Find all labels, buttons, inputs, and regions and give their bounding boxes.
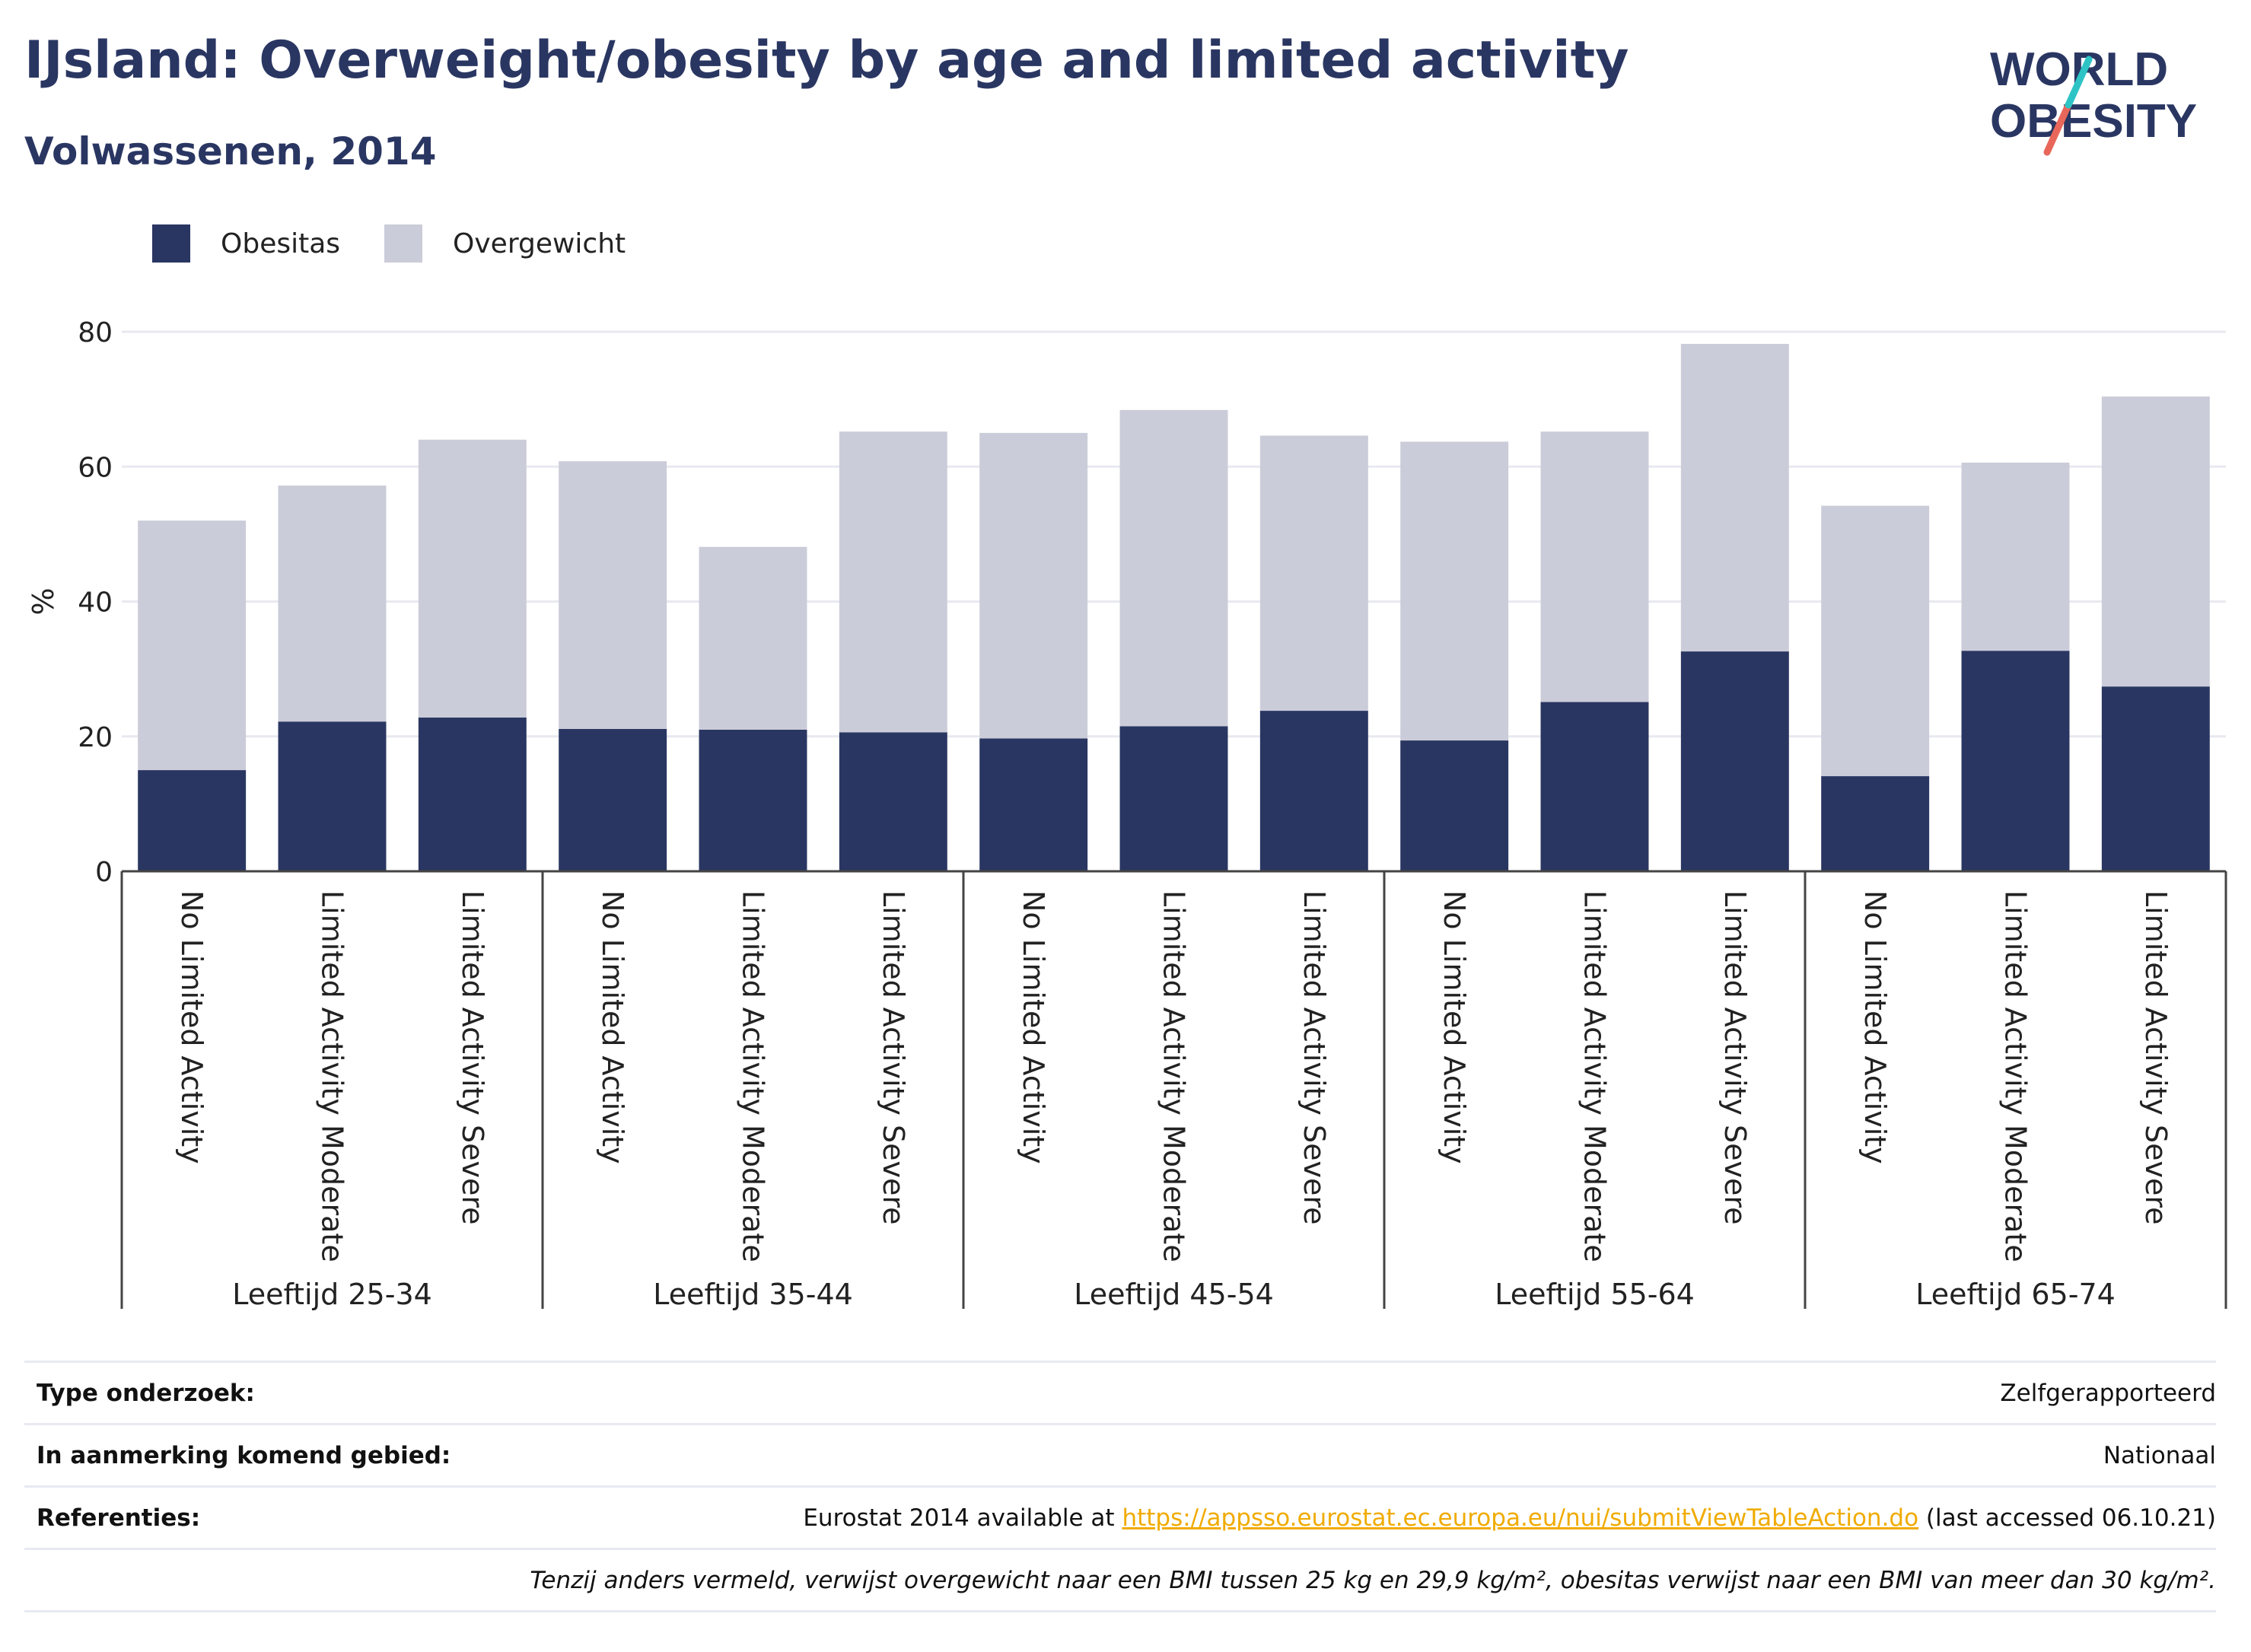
bar-obesitas xyxy=(1961,651,2070,871)
bar-obesitas xyxy=(699,729,807,871)
bar-obesitas xyxy=(418,717,527,871)
bar-overgewicht xyxy=(1259,435,1368,711)
x-tick-label: Limited Activity Severe xyxy=(2139,890,2173,1225)
info-label-type: Type onderzoek: xyxy=(37,1380,255,1407)
x-tick-label: Limited Activity Severe xyxy=(877,890,910,1225)
bar-obesitas xyxy=(839,732,947,871)
x-axis: No Limited Activity Limited Activity Mode… xyxy=(120,870,2227,1311)
y-tick-label: 40 xyxy=(78,587,113,619)
x-tick-label: No Limited Activity xyxy=(1017,890,1050,1164)
info-row-area: In aanmerking komend gebied: Nationaal xyxy=(24,1423,2216,1488)
bar-obesitas xyxy=(559,729,667,871)
info-label-references: Referenties: xyxy=(37,1504,201,1532)
info-value-area: Nationaal xyxy=(2103,1442,2216,1469)
group-label: Leeftijd 35-44 xyxy=(653,1278,853,1311)
info-row-note: Tenzij anders vermeld, verwijst overgewi… xyxy=(24,1548,2216,1612)
legend: Obesitas Overgewicht xyxy=(152,224,670,263)
bar-overgewicht xyxy=(418,439,527,718)
bmi-definition-note: Tenzij anders vermeld, verwijst overgewi… xyxy=(530,1567,2216,1594)
bar-obesitas xyxy=(1119,726,1228,871)
bar-overgewicht xyxy=(1400,441,1509,741)
x-tick-label: No Limited Activity xyxy=(1858,890,1892,1164)
bar-overgewicht xyxy=(1961,462,2070,651)
x-tick-label: Limited Activity Moderate xyxy=(316,890,349,1262)
x-tick-label: Limited Activity Moderate xyxy=(1157,890,1191,1262)
chart-subtitle: Volwassenen, 2014 xyxy=(24,129,437,173)
bar-obesitas xyxy=(979,738,1088,871)
x-tick-label: Limited Activity Severe xyxy=(1297,890,1331,1225)
bar-obesitas xyxy=(1821,776,1930,871)
group-label: Leeftijd 45-54 xyxy=(1074,1278,1274,1311)
x-tick-label: Limited Activity Severe xyxy=(1718,890,1752,1225)
bar-overgewicht xyxy=(1540,431,1649,702)
y-axis: 0 20 40 60 80% xyxy=(27,317,113,888)
info-label-area: In aanmerking komend gebied: xyxy=(37,1442,451,1469)
bar-overgewicht xyxy=(1680,343,1789,652)
bar-obesitas xyxy=(1400,740,1509,871)
info-value-type: Zelfgerapporteerd xyxy=(2000,1380,2216,1407)
x-tick-label: Limited Activity Moderate xyxy=(1578,890,1612,1262)
group-label: Leeftijd 55-64 xyxy=(1495,1278,1695,1311)
reference-suffix: (last accessed 06.10.21) xyxy=(1918,1504,2216,1532)
x-tick-label: Limited Activity Severe xyxy=(456,890,489,1225)
bar-obesitas xyxy=(1540,702,1649,871)
info-bottom-rule xyxy=(24,1610,2216,1612)
stacked-bar-chart: 0 20 40 60 80% No Limited Activity Limited Ac… xyxy=(27,317,2227,1311)
x-tick-label: No Limited Activity xyxy=(1438,890,1471,1164)
y-tick-label: 80 xyxy=(78,317,113,349)
logo-slash-bottom xyxy=(2043,101,2072,156)
bar-overgewicht xyxy=(1821,505,1930,777)
x-tick-label: Limited Activity Moderate xyxy=(737,890,770,1262)
group-label: Leeftijd 25-34 xyxy=(232,1278,432,1311)
logo-line2: OBESITY xyxy=(1990,95,2197,148)
x-tick-label: No Limited Activity xyxy=(175,890,209,1164)
reference-link[interactable]: https://appsso.eurostat.ec.europa.eu/nui… xyxy=(1122,1504,1919,1532)
world-obesity-logo: WORLD OBESITY xyxy=(1990,43,2197,156)
info-value-references: Eurostat 2014 available at https://appss… xyxy=(803,1504,2216,1532)
bars xyxy=(138,343,2210,871)
legend-item-overgewicht[interactable]: Overgewicht xyxy=(384,224,626,263)
bar-obesitas xyxy=(1680,651,1789,871)
bar-obesitas xyxy=(278,721,387,871)
legend-swatch-obesitas xyxy=(152,224,190,263)
bar-obesitas xyxy=(2101,686,2210,871)
chart-title: IJsland: Overweight/obesity by age and l… xyxy=(24,30,1629,91)
x-tick-label: No Limited Activity xyxy=(596,890,629,1164)
bar-overgewicht xyxy=(138,520,247,771)
bar-overgewicht xyxy=(979,432,1088,739)
y-tick-label: 60 xyxy=(78,452,113,483)
x-tick-label: Limited Activity Moderate xyxy=(1999,890,2033,1262)
reference-prefix: Eurostat 2014 available at xyxy=(803,1504,1122,1532)
bar-obesitas xyxy=(1259,711,1368,871)
y-axis-label: % xyxy=(27,587,60,615)
legend-label-obesitas: Obesitas xyxy=(221,228,341,259)
legend-label-overgewicht: Overgewicht xyxy=(453,228,626,259)
group-label: Leeftijd 65-74 xyxy=(1915,1278,2116,1311)
bar-overgewicht xyxy=(839,431,947,733)
bar-overgewicht xyxy=(278,485,387,722)
bar-overgewicht xyxy=(1119,409,1228,727)
legend-item-obesitas[interactable]: Obesitas xyxy=(152,224,340,263)
bar-overgewicht xyxy=(699,546,807,730)
bar-overgewicht xyxy=(559,461,667,730)
bar-obesitas xyxy=(138,770,247,871)
y-tick-label: 20 xyxy=(78,722,113,753)
info-row-references: Referenties: Eurostat 2014 available at … xyxy=(24,1485,2216,1550)
bar-overgewicht xyxy=(2101,396,2210,687)
info-row-type: Type onderzoek: Zelfgerapporteerd xyxy=(24,1361,2216,1425)
y-tick-label: 0 xyxy=(95,857,113,888)
logo-slash-top xyxy=(2065,56,2093,109)
legend-swatch-overgewicht xyxy=(384,224,423,263)
